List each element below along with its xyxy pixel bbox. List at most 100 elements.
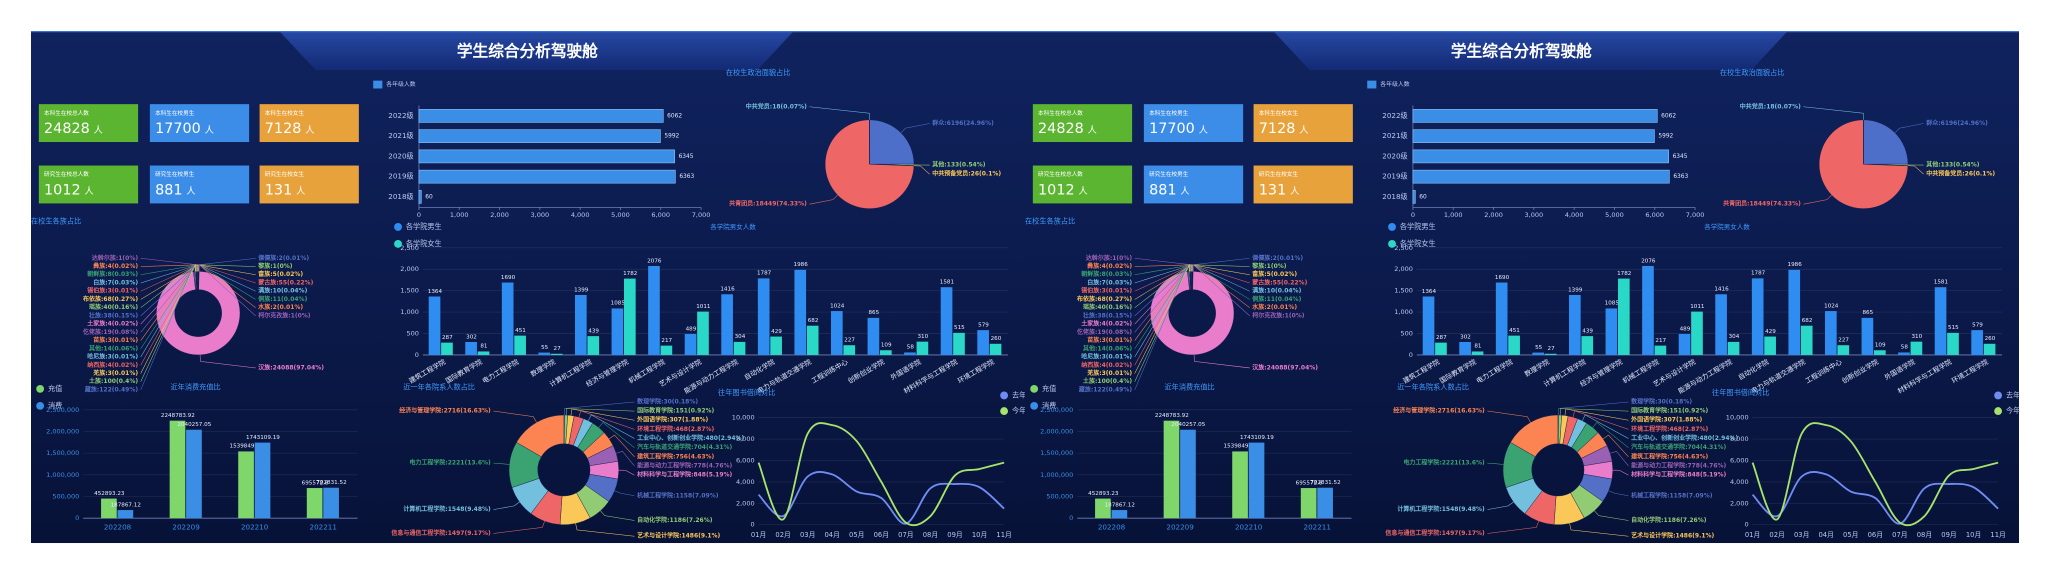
chart-title: 近年消费充值比 <box>1164 383 1214 392</box>
kpi-value: 7128 <box>1259 121 1296 137</box>
kpi-label: 研究生在校男生 <box>1149 170 1189 178</box>
kpi-card <box>1032 165 1133 204</box>
y-tick-label: 2022级 <box>388 111 413 120</box>
bar <box>1459 341 1471 355</box>
leader-line <box>1592 422 1629 448</box>
slice <box>516 414 565 458</box>
slice-label: 白族:7(0.03%) <box>1087 278 1132 286</box>
value-label: 452893.23 <box>1088 491 1119 497</box>
slice-label: 建筑工程学院:756(4.63%) <box>637 452 714 460</box>
y-tick-label: 2021级 <box>1382 131 1407 140</box>
bar <box>806 325 819 355</box>
leader-line <box>140 264 198 300</box>
bar <box>238 451 254 519</box>
bar <box>624 278 636 355</box>
leader-line <box>1487 501 1514 510</box>
bar <box>1654 345 1667 355</box>
value-label: 302 <box>466 334 477 340</box>
slice-label: 畲族:5(0.02%) <box>257 270 303 278</box>
kpi-unit: 人 <box>296 186 305 197</box>
legend-label: 各学院女生 <box>1400 239 1436 248</box>
slice <box>1510 414 1559 458</box>
kpi-label: 本科生在校男生 <box>1149 109 1189 117</box>
slice-label: 汽车与轨道交通学院:704(4.31%) <box>637 443 732 451</box>
value-label: 489 <box>1680 326 1691 332</box>
slice-label: 羌族:3(0.01%) <box>1087 369 1132 377</box>
value-label: 109 <box>1875 343 1886 349</box>
value-label: 58 <box>1901 345 1909 351</box>
line-series <box>1751 471 1999 525</box>
leader-line <box>1564 408 1629 421</box>
bar <box>721 294 733 355</box>
x-tick-label: 05月 <box>1843 531 1858 539</box>
slice-label: 共青团员:18449(74.33%) <box>729 200 807 208</box>
leader-line <box>1594 510 1629 521</box>
bar <box>1317 487 1333 519</box>
bar <box>989 343 1002 355</box>
value-label: 429 <box>1765 329 1776 335</box>
kpi-value: 881 <box>1149 182 1176 198</box>
x-tick-label: 0 <box>417 211 421 219</box>
leader-line <box>140 264 198 308</box>
bar <box>1947 332 1959 355</box>
leader-line <box>198 264 256 284</box>
y-tick-label: 2,000,000 <box>1040 427 1073 435</box>
kpi-label: 本科生在校女生 <box>1259 109 1299 117</box>
slice-label: 彝族:4(0.02%) <box>1087 262 1132 270</box>
bar <box>574 294 587 355</box>
leader-line <box>809 106 870 120</box>
slice-label: 水族:2(0.01%) <box>258 303 303 311</box>
chart-title: 近一年各院系人数占比 <box>1397 383 1469 392</box>
leader-line <box>600 510 635 521</box>
legend-label: 充值 <box>48 384 62 393</box>
bar <box>794 269 807 355</box>
slice-label: 纳西族:4(0.02%) <box>87 361 138 369</box>
y-tick-label: 500,000 <box>52 493 79 501</box>
slice-label: 傈僳族:2(0.01%) <box>1252 254 1303 262</box>
x-tick-label: 6,000 <box>1645 211 1664 219</box>
slice-label: 信息与通信工程学院:1497(9.17%) <box>1385 529 1485 537</box>
bar <box>418 190 422 204</box>
y-tick-label: 2022级 <box>1382 111 1407 120</box>
y-tick-label: 1,500 <box>1394 287 1413 295</box>
bar <box>1163 420 1180 519</box>
chart-subtitle: 各学院男女人数 <box>1704 222 1750 231</box>
bar <box>1971 330 1983 355</box>
bar <box>977 330 989 355</box>
value-label: 579 <box>1972 322 1983 328</box>
bar <box>1412 129 1655 143</box>
bar <box>1910 341 1923 355</box>
value-label: 451 <box>1509 328 1520 334</box>
slice-label: 汽车与轨道交通学院:704(4.31%) <box>1631 443 1726 451</box>
value-label: 304 <box>735 334 746 340</box>
x-tick-label: 09月 <box>947 531 962 539</box>
bar <box>323 487 339 519</box>
value-label: 1690 <box>1495 275 1510 281</box>
bar <box>1618 278 1630 355</box>
value-label: 1085 <box>1605 301 1620 307</box>
y-tick-label: 1,500 <box>400 287 419 295</box>
kpi-unit: 人 <box>1299 125 1308 136</box>
legend-swatch <box>1030 401 1039 410</box>
bar <box>1508 335 1520 355</box>
value-label: 1085 <box>611 301 626 307</box>
bar <box>428 296 441 355</box>
slice-label: 材料科学与工程学院:848(5.19%) <box>636 471 732 479</box>
bar <box>1495 282 1508 355</box>
kpi-card <box>259 104 359 143</box>
slice-label: 电力工程学院:2221(13.6%) <box>409 459 491 467</box>
value-label: 6345 <box>679 154 694 160</box>
value-label: 1539849.75 <box>1224 444 1258 450</box>
bar <box>1874 350 1886 355</box>
bar <box>465 341 477 355</box>
value-label: 1986 <box>794 262 809 268</box>
x-tick-label: 10月 <box>1966 531 1981 539</box>
slice-label: 建筑工程学院:756(4.63%) <box>1631 452 1708 460</box>
y-tick-label: 2,000 <box>736 499 755 507</box>
value-label: 695572.8 <box>302 480 329 486</box>
slice-label: 苗族:3(0.01%) <box>93 336 138 344</box>
